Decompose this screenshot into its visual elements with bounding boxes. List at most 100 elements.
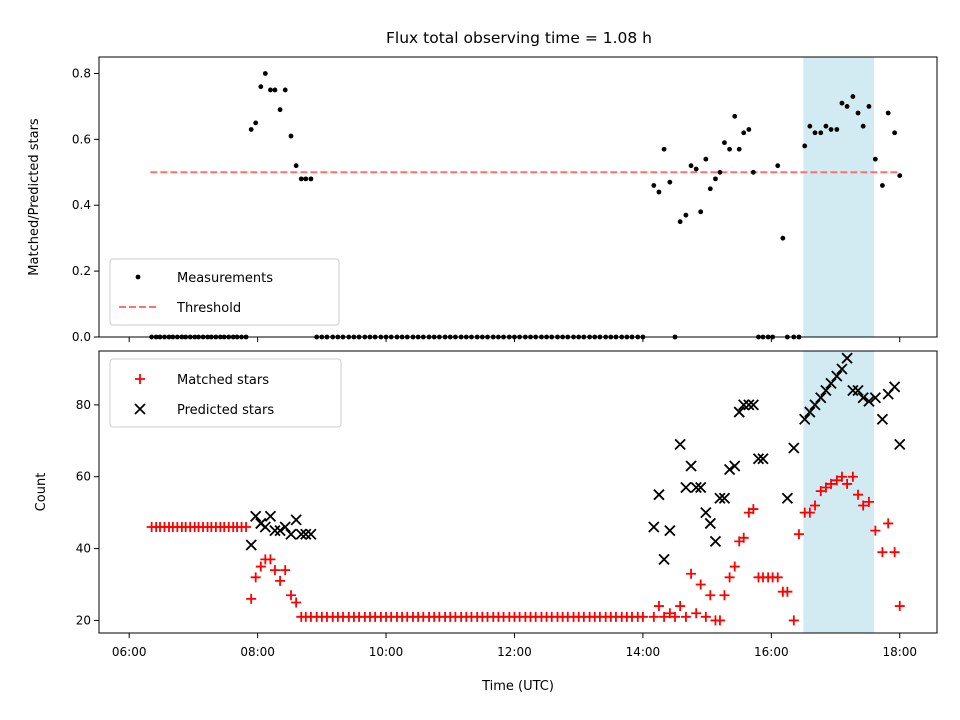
predicted-star-point [305, 528, 317, 540]
measurement-point [828, 127, 834, 132]
matched-star-point [675, 601, 686, 612]
matched-stars-points [146, 471, 905, 626]
matched-star-point [714, 615, 725, 626]
predicted-star-point [695, 481, 707, 494]
measurement-point [288, 133, 294, 139]
predicted-star-point [274, 524, 286, 537]
matched-star-point [670, 611, 681, 622]
matched-star-point [280, 565, 291, 576]
matched-star-point [659, 611, 670, 622]
measurement-point [656, 189, 662, 195]
matched-star-point [250, 572, 261, 583]
measurement-point [780, 235, 786, 241]
predicted-star-point [295, 528, 307, 540]
predicted-star-point [685, 460, 697, 472]
y-tick-label: 0.2 [72, 264, 91, 278]
matched-star-point [804, 507, 815, 518]
legend-label-predicted: Predicted stars [177, 403, 274, 418]
predicted-star-point [752, 453, 765, 465]
predicted-star-point [733, 406, 745, 418]
measurement-point [750, 169, 756, 175]
matched-star-point [275, 575, 286, 586]
measurement-point [661, 146, 667, 152]
matched-star-point [831, 475, 842, 486]
bottom-x-axis-label: Time (UTC) [481, 679, 554, 694]
x-tick-label: 18:00 [882, 645, 917, 659]
predicted-star-point [723, 463, 736, 476]
y-tick-label: 0.0 [72, 330, 91, 344]
measurement-point [308, 176, 314, 182]
matched-star-point [700, 611, 711, 622]
legend-marker-measurements [135, 274, 141, 280]
bottom-axes-frame [98, 350, 938, 634]
predicted-star-point [690, 481, 702, 494]
chart-title: Flux total observing time = 1.08 h [386, 29, 652, 47]
matched-star-point [724, 572, 735, 583]
bottom-y-axis-label: Count [34, 473, 49, 512]
measurement-point [262, 71, 268, 76]
measurement-point [258, 84, 264, 90]
predicted-star-point [729, 460, 741, 472]
predicted-star-point [290, 514, 302, 526]
measurement-point [885, 110, 891, 116]
predicted-star-point [700, 507, 712, 519]
predicted-star-point [658, 553, 670, 565]
measurement-point [727, 146, 732, 152]
predicted-star-point [888, 381, 901, 393]
matched-star-point [809, 500, 820, 511]
measurement-point [683, 212, 689, 218]
legend-box [109, 358, 342, 428]
matched-star-point [653, 601, 664, 612]
matched-star-point [691, 608, 702, 619]
measurement-point [282, 87, 288, 93]
matched-star-point [858, 500, 869, 511]
measurement-point [268, 87, 273, 93]
predicted-star-point [674, 438, 686, 451]
predicted-star-point [857, 392, 869, 404]
predicted-star-point [664, 524, 676, 537]
measurement-point [651, 183, 657, 188]
legend-marker-matched [135, 374, 145, 384]
predicted-star-point [788, 442, 800, 454]
top-y-ticks: 0.0 0.2 0.4 0.6 0.8 [72, 66, 99, 344]
legend-label-threshold: Threshold [176, 301, 241, 316]
matched-star-point [686, 568, 697, 579]
measurement-point [872, 156, 878, 162]
measurement-point [834, 127, 840, 132]
x-tick-label: 12:00 [497, 645, 532, 659]
predicted-star-point [836, 363, 848, 375]
bottom-y-ticks: 20 40 60 80 [76, 398, 99, 627]
measurement-point [693, 166, 699, 172]
matched-star-point [772, 572, 783, 583]
matched-star-point [291, 597, 302, 608]
predicted-star-point [300, 528, 312, 540]
predicted-star-point [825, 377, 837, 389]
measurement-point [818, 130, 824, 136]
matched-star-point [265, 554, 276, 565]
predicted-star-point [894, 438, 906, 451]
matched-star-point [648, 611, 659, 622]
matched-star-point [680, 611, 691, 622]
predicted-star-point [279, 521, 291, 533]
predicted-star-point [709, 535, 722, 548]
top-y-axis-label: Matched/Predicted stars [27, 118, 42, 276]
matched-star-point [246, 593, 257, 604]
measurement-point [880, 183, 885, 188]
measurement-point [722, 140, 727, 146]
predicted-star-point [704, 517, 716, 530]
measurement-point [732, 113, 738, 119]
y-tick-label: 0.6 [72, 132, 91, 146]
measurement-point [741, 130, 747, 136]
legend-marker-predicted [134, 403, 146, 415]
predicted-star-point [869, 392, 881, 404]
bottom-shaded-interval [803, 351, 875, 633]
matched-star-point [815, 486, 826, 497]
x-tick-label: 14:00 [626, 645, 661, 659]
measurement-point [860, 123, 866, 129]
predicted-star-point [781, 492, 794, 504]
bottom-legend: Matched stars Predicted stars [109, 358, 342, 428]
matched-star-point [269, 565, 280, 576]
measurement-point [717, 169, 723, 175]
predicted-star-point [852, 384, 864, 397]
